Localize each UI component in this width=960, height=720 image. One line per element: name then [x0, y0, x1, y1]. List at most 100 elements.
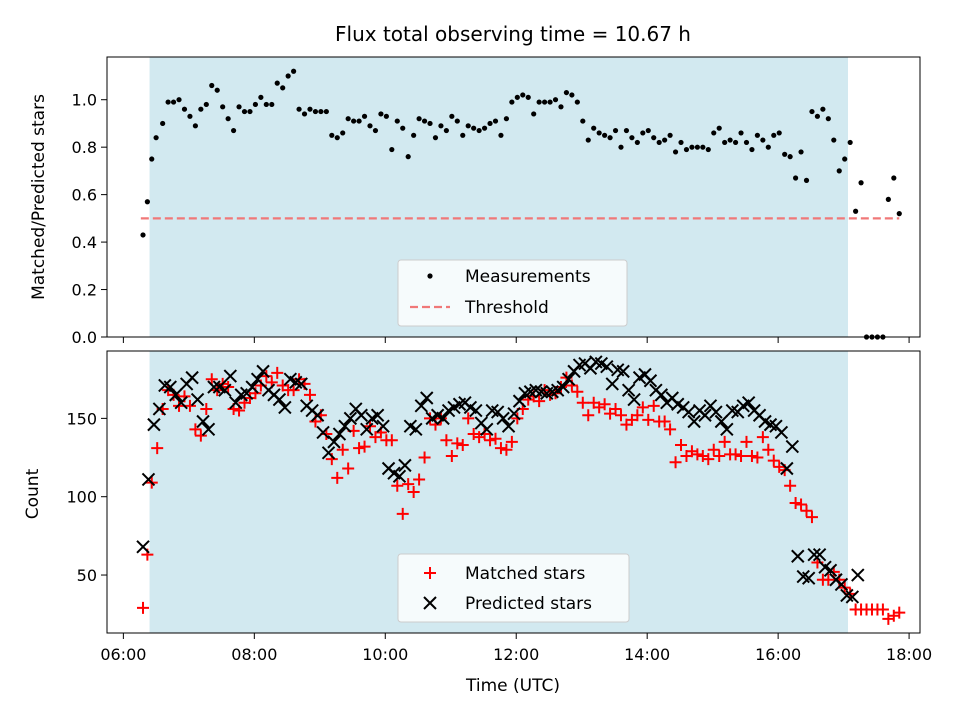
predicted-star-point — [627, 392, 641, 407]
predicted-star-point — [512, 394, 527, 408]
matched-star-point — [664, 423, 677, 436]
measurement-point — [187, 113, 193, 119]
predicted-star-point — [190, 392, 205, 407]
predicted-star-point — [780, 461, 794, 476]
measurement-point — [263, 101, 269, 108]
matched-star-point — [342, 462, 355, 475]
measurement-point — [416, 116, 422, 122]
matched-star-point — [456, 439, 469, 451]
measurement-point — [787, 154, 793, 160]
measurement-point — [776, 130, 782, 136]
xtick-label: 18:00 — [886, 645, 932, 664]
matched-star-point — [767, 454, 780, 467]
matched-star-point — [707, 443, 720, 456]
legend-matched-label: Matched stars — [465, 564, 585, 584]
matched-star-point — [451, 437, 464, 450]
measurement-point — [607, 135, 613, 141]
measurement-point — [809, 108, 815, 115]
predicted-star-point — [245, 380, 259, 394]
matched-star-point — [745, 449, 758, 462]
matched-star-point — [418, 451, 431, 464]
measurement-point — [722, 139, 728, 146]
top-panel: 0.0 0.2 0.4 0.6 0.8 1.0 Measurements Threshol… — [72, 56, 921, 347]
xtick-label: 16:00 — [755, 645, 801, 664]
xtick-label: 10:00 — [362, 645, 408, 664]
measurement-point — [269, 101, 275, 108]
matched-star-point — [795, 498, 808, 511]
measurement-point — [831, 137, 837, 143]
measurement-point — [400, 125, 406, 131]
bottom-y-ticks: 50 100 150 — [66, 409, 107, 585]
predicted-star-point — [791, 549, 805, 563]
predicted-star-point — [392, 469, 407, 484]
chart-title: Flux total observing time = 10.67 h — [335, 22, 691, 46]
matched-star-point — [876, 603, 889, 616]
xtick-label: 12:00 — [493, 645, 539, 664]
measurement-point — [214, 87, 220, 93]
measurement-point — [525, 94, 531, 100]
predicted-star-point — [812, 547, 827, 562]
measurement-point — [476, 127, 482, 134]
measurement-point — [378, 111, 384, 117]
predicted-star-point — [147, 417, 161, 432]
measurement-point — [498, 132, 504, 138]
matched-star-point — [494, 442, 507, 455]
measurement-point — [618, 144, 624, 150]
bottom-legend-box — [397, 553, 630, 623]
measurement-point — [612, 127, 619, 134]
matched-star-point — [336, 443, 349, 456]
measurement-point — [645, 127, 651, 134]
predicted-star-point — [338, 419, 352, 433]
measurement-point — [672, 149, 679, 155]
measurement-point — [574, 99, 580, 105]
predicted-star-point — [654, 388, 669, 402]
measurement-point — [209, 82, 215, 89]
predicted-star-point — [218, 383, 232, 397]
matched-star-point — [445, 449, 458, 462]
measurement-point — [711, 130, 717, 136]
measurement-point — [405, 154, 411, 160]
predicted-star-point — [201, 422, 216, 437]
predicted-star-point — [250, 372, 265, 386]
matched-star-point — [893, 606, 906, 619]
matched-star-point — [702, 453, 715, 466]
matched-star-point — [396, 507, 409, 520]
top-ytick-label: 1.0 — [72, 91, 97, 110]
measurement-point — [438, 123, 444, 129]
measurement-point — [552, 97, 559, 103]
measurement-point — [558, 104, 564, 110]
measurement-point — [820, 106, 826, 112]
predicted-star-point — [616, 364, 630, 379]
measurement-point — [662, 137, 668, 143]
predicted-star-point — [605, 377, 619, 391]
top-legend: Measurements Threshold — [397, 259, 628, 327]
measurement-point — [825, 116, 831, 122]
matched-star-point — [756, 431, 769, 444]
predicted-star-point — [278, 400, 292, 415]
matched-star-point — [500, 443, 513, 456]
measurement-point — [629, 135, 635, 141]
matched-star-point — [675, 439, 688, 451]
predicted-star-point — [834, 577, 849, 592]
legend-measurements-label: Measurements — [465, 267, 591, 287]
matched-star-point — [402, 478, 415, 491]
matched-star-point — [287, 384, 300, 397]
predicted-star-point — [294, 377, 308, 391]
measurement-point — [743, 139, 750, 146]
measurement-point — [689, 144, 695, 150]
measurement-point — [738, 130, 744, 136]
matched-star-point — [582, 409, 595, 422]
matched-star-point — [631, 409, 644, 422]
bottom-legend: Matched stars Predicted stars — [397, 553, 630, 623]
measurement-point — [732, 139, 739, 146]
measurement-point — [836, 168, 842, 174]
predicted-star-point — [774, 425, 789, 440]
matched-star-point — [194, 429, 207, 442]
measurement-point — [792, 175, 799, 181]
measurement-point — [765, 144, 771, 150]
measurement-point — [356, 118, 362, 124]
x-axis-label: Time (UTC) — [465, 676, 560, 696]
predicted-star-point — [327, 435, 341, 449]
predicted-star-point — [621, 383, 636, 397]
predicted-star-point — [229, 395, 243, 410]
